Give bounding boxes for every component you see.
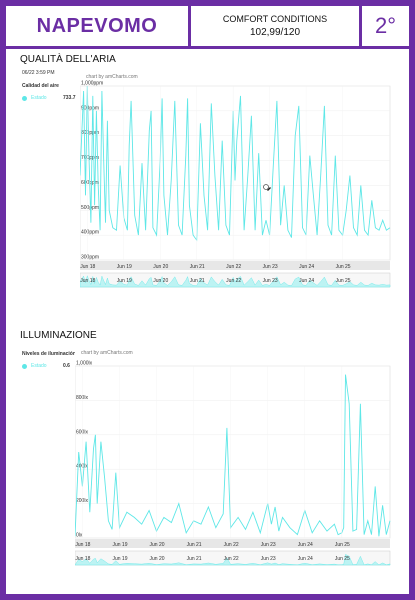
series-line[interactable] xyxy=(80,85,391,242)
x-tick-label: Jun 18 xyxy=(75,542,90,548)
navigator-tick-label: Jun 23 xyxy=(263,278,278,284)
x-tick-label: Jun 20 xyxy=(150,542,165,548)
navigator-tick-label: Jun 19 xyxy=(112,556,127,562)
navigator-tick-label: Jun 23 xyxy=(261,556,276,562)
x-tick-label: Jun 23 xyxy=(261,542,276,548)
y-tick-label: 0lx xyxy=(76,533,83,539)
x-axis-band xyxy=(80,261,390,270)
x-tick-label: Jun 23 xyxy=(263,264,278,270)
light-legend-title: Niveles de iluminación xyxy=(22,351,76,357)
navigator-tick-label: Jun 24 xyxy=(298,556,313,562)
illumination-title: ILLUMINAZIONE xyxy=(20,330,97,341)
navigator-tick-label: Jun 22 xyxy=(226,278,241,284)
brand-logo: NAPEVOMO xyxy=(6,6,191,46)
air-quality-title: QUALITÀ DELL'ARIA xyxy=(20,54,116,65)
air-series-value: 733.7 xyxy=(63,95,76,101)
navigator-tick-label: Jun 20 xyxy=(150,556,165,562)
series-line[interactable] xyxy=(75,374,391,537)
header-bar: NAPEVOMO COMFORT CONDITIONS 102,99/120 2… xyxy=(6,6,409,49)
y-tick-label: 1,000ppm xyxy=(81,81,103,87)
navigator-tick-label: Jun 19 xyxy=(117,278,132,284)
comfort-value: 102,99/120 xyxy=(249,27,301,38)
illumination-svg[interactable]: chart by amCharts.com 0lx200lx400lx600lx… xyxy=(75,346,392,576)
air-legend: 06/22 3:59 PM Calidad del aire Estado 73… xyxy=(22,70,78,101)
x-tick-label: Jun 21 xyxy=(190,264,205,270)
x-tick-label: Jun 19 xyxy=(117,264,132,270)
pencil-cursor-icon xyxy=(263,184,271,191)
y-tick-label: 900ppm xyxy=(81,105,99,111)
air-series-name: Estado xyxy=(31,95,47,101)
comfort-conditions: COMFORT CONDITIONS 102,99/120 xyxy=(191,6,362,46)
x-tick-label: Jun 20 xyxy=(153,264,168,270)
floor-indicator: 2° xyxy=(374,13,397,38)
navigator-tick-label: Jun 24 xyxy=(299,278,314,284)
navigator-tick-label: Jun 20 xyxy=(153,278,168,284)
navigator-tick-label: Jun 21 xyxy=(190,278,205,284)
navigator-tick-label: Jun 18 xyxy=(80,278,95,284)
x-tick-label: Jun 24 xyxy=(298,542,313,548)
navigator-tick-label: Jun 21 xyxy=(187,556,202,562)
air-quality-svg[interactable]: chart by amCharts.com 300ppm400ppm500ppm… xyxy=(80,70,392,296)
series-dot-icon xyxy=(22,95,27,101)
air-chart-credit[interactable]: chart by amCharts.com xyxy=(86,74,138,80)
light-legend: Niveles de iluminación Estado 0.6 xyxy=(22,351,78,369)
x-tick-label: Jun 21 xyxy=(187,542,202,548)
y-tick-label: 400ppm xyxy=(81,230,99,236)
navigator-tick-label: Jun 18 xyxy=(75,556,90,562)
x-tick-label: Jun 22 xyxy=(224,542,239,548)
y-tick-label: 300ppm xyxy=(81,255,99,261)
x-tick-label: Jun 25 xyxy=(335,542,350,548)
light-series-value: 0.6 xyxy=(63,363,70,369)
light-legend-item[interactable]: Estado 0.6 xyxy=(22,363,78,369)
y-tick-label: 800ppm xyxy=(81,130,99,136)
comfort-label: COMFORT CONDITIONS xyxy=(222,14,328,24)
series-dot-icon xyxy=(22,363,27,369)
x-tick-label: Jun 22 xyxy=(226,264,241,270)
air-legend-title: Calidad del aire xyxy=(22,83,59,89)
navigator-series xyxy=(80,275,391,288)
x-tick-label: Jun 24 xyxy=(299,264,314,270)
illumination-chart[interactable]: chart by amCharts.com 0lx 200lx 400lx 600lx… xyxy=(75,346,392,576)
light-series-name: Estado xyxy=(31,363,47,369)
y-tick-label: 700ppm xyxy=(81,155,99,161)
navigator-tick-label: Jun 25 xyxy=(336,278,351,284)
plot-area xyxy=(75,365,391,539)
navigator-tick-label: Jun 22 xyxy=(224,556,239,562)
x-tick-label: Jun 19 xyxy=(112,542,127,548)
navigator-series xyxy=(75,554,391,566)
air-quality-chart[interactable]: chart by amCharts.com 300ppm 400ppm 500ppm… xyxy=(80,70,392,296)
x-tick-label: Jun 25 xyxy=(336,264,351,270)
light-chart-credit[interactable]: chart by amCharts.com xyxy=(81,350,133,356)
navigator-tick-label: Jun 25 xyxy=(335,556,350,562)
x-axis-band xyxy=(75,539,390,548)
air-legend-item[interactable]: Estado 733.7 xyxy=(22,95,78,101)
x-tick-label: Jun 18 xyxy=(80,264,95,270)
air-timestamp: 06/22 3:59 PM xyxy=(22,70,55,76)
y-tick-label: 1,000lx xyxy=(76,361,93,367)
